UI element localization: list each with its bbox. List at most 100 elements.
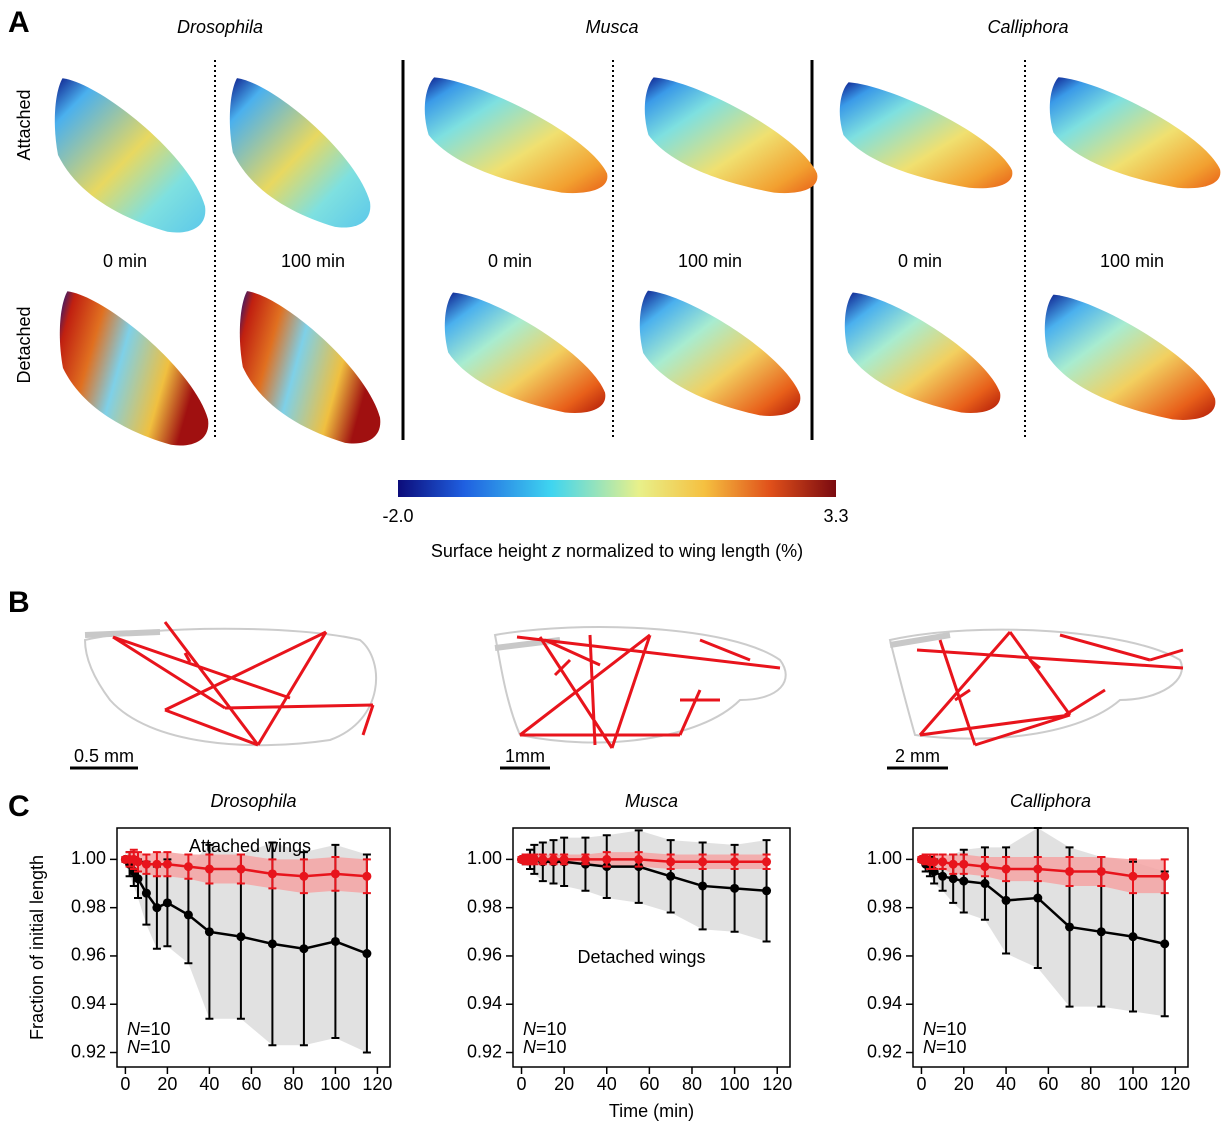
x-axis-label: Time (min) bbox=[609, 1101, 694, 1121]
x-tick-label: 0 bbox=[517, 1074, 527, 1094]
x-tick-label: 80 bbox=[1081, 1074, 1101, 1094]
x-tick-label: 100 bbox=[1118, 1074, 1148, 1094]
n-label: N=10 bbox=[923, 1037, 967, 1057]
data-point bbox=[980, 879, 990, 889]
n-symbol: N bbox=[127, 1019, 141, 1039]
scale-bar-label: 0.5 mm bbox=[74, 746, 134, 766]
panel-label: C bbox=[8, 790, 30, 823]
data-point bbox=[938, 871, 948, 881]
data-point bbox=[948, 874, 958, 884]
n-value: =10 bbox=[536, 1019, 567, 1039]
data-point bbox=[666, 857, 676, 867]
row-label: Detached bbox=[14, 306, 34, 383]
data-point bbox=[299, 871, 309, 881]
n-label: N=10 bbox=[523, 1037, 567, 1057]
time-label: 100 min bbox=[678, 251, 742, 271]
n-value: =10 bbox=[936, 1037, 967, 1057]
x-tick-label: 80 bbox=[283, 1074, 303, 1094]
n-symbol: N bbox=[127, 1037, 141, 1057]
y-tick-label: 0.92 bbox=[867, 1041, 902, 1061]
y-tick-label: 0.94 bbox=[467, 993, 502, 1013]
data-point bbox=[183, 862, 193, 872]
data-point bbox=[948, 859, 958, 869]
data-point bbox=[152, 859, 162, 869]
data-point bbox=[1096, 866, 1106, 876]
annotation: Attached wings bbox=[189, 836, 311, 856]
label-part: Surface height bbox=[431, 541, 552, 561]
data-point bbox=[204, 927, 214, 937]
colorbar bbox=[398, 480, 836, 497]
dividers bbox=[214, 60, 1026, 440]
x-tick-label: 60 bbox=[241, 1074, 261, 1094]
x-tick-label: 20 bbox=[157, 1074, 177, 1094]
data-point bbox=[698, 857, 708, 867]
label-part: z bbox=[551, 541, 561, 561]
n-value: =10 bbox=[936, 1019, 967, 1039]
data-point bbox=[959, 859, 969, 869]
data-point bbox=[133, 874, 143, 884]
x-tick-label: 40 bbox=[597, 1074, 617, 1094]
chart-title: Calliphora bbox=[1010, 791, 1091, 811]
n-symbol: N bbox=[523, 1037, 537, 1057]
data-point bbox=[204, 864, 214, 874]
data-point bbox=[730, 883, 740, 893]
time-label: 0 min bbox=[103, 251, 147, 271]
y-tick-label: 0.98 bbox=[467, 896, 502, 916]
n-label: N=10 bbox=[523, 1019, 567, 1039]
y-tick-label: 0.96 bbox=[867, 945, 902, 965]
data-point bbox=[236, 864, 246, 874]
data-point bbox=[267, 939, 277, 949]
data-point bbox=[267, 869, 277, 879]
scale-bar-label: 1mm bbox=[505, 746, 545, 766]
colorbar-tick-label: 3.3 bbox=[823, 506, 848, 526]
data-point bbox=[141, 888, 151, 898]
x-tick-label: 100 bbox=[320, 1074, 350, 1094]
data-point bbox=[141, 859, 151, 869]
time-label: 0 min bbox=[488, 251, 532, 271]
y-tick-label: 0.96 bbox=[71, 945, 106, 965]
data-point bbox=[236, 932, 246, 942]
n-value: =10 bbox=[140, 1037, 171, 1057]
data-point bbox=[1001, 864, 1011, 874]
x-tick-label: 120 bbox=[362, 1074, 392, 1094]
y-tick-label: 0.94 bbox=[867, 993, 902, 1013]
data-point bbox=[959, 876, 969, 886]
plot-frame bbox=[512, 827, 791, 1068]
label-part: normalized to wing length (%) bbox=[561, 541, 803, 561]
scale-bar-label: 2 mm bbox=[895, 746, 940, 766]
n-symbol: N bbox=[923, 1019, 937, 1039]
data-point bbox=[330, 936, 340, 946]
data-point bbox=[929, 857, 939, 867]
species-title: Calliphora bbox=[987, 17, 1068, 37]
panel-label: B bbox=[8, 586, 30, 619]
x-tick-label: 80 bbox=[682, 1074, 702, 1094]
data-point bbox=[1128, 932, 1138, 942]
data-point bbox=[1001, 895, 1011, 905]
data-point bbox=[980, 862, 990, 872]
x-tick-label: 60 bbox=[639, 1074, 659, 1094]
n-symbol: N bbox=[523, 1019, 537, 1039]
y-tick-label: 1.00 bbox=[71, 848, 106, 868]
annotation: Detached wings bbox=[577, 947, 705, 967]
y-axis-label: Fraction of initial length bbox=[27, 855, 47, 1040]
y-tick-label: 1.00 bbox=[467, 848, 502, 868]
x-tick-label: 120 bbox=[1160, 1074, 1190, 1094]
data-point bbox=[602, 854, 612, 864]
n-label: N=10 bbox=[127, 1037, 171, 1057]
y-tick-label: 0.92 bbox=[71, 1041, 106, 1061]
x-tick-label: 0 bbox=[916, 1074, 926, 1094]
y-tick-label: 0.94 bbox=[71, 993, 106, 1013]
n-value: =10 bbox=[536, 1037, 567, 1057]
chart-title: Musca bbox=[625, 791, 678, 811]
y-tick-label: 1.00 bbox=[867, 848, 902, 868]
y-tick-label: 0.96 bbox=[467, 945, 502, 965]
error-band bbox=[125, 849, 367, 894]
data-point bbox=[938, 857, 948, 867]
x-tick-label: 60 bbox=[1038, 1074, 1058, 1094]
wing-outlines bbox=[83, 621, 1184, 749]
data-point bbox=[362, 871, 372, 881]
x-tick-label: 40 bbox=[996, 1074, 1016, 1094]
panel-label: A bbox=[8, 6, 30, 39]
species-title: Drosophila bbox=[177, 17, 263, 37]
n-symbol: N bbox=[923, 1037, 937, 1057]
